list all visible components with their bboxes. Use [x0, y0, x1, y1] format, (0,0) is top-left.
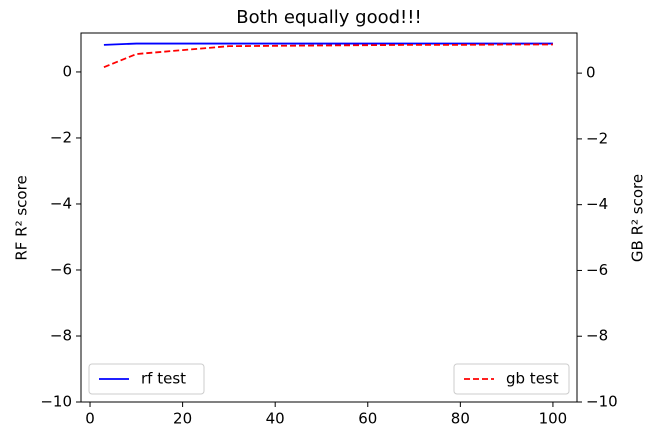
legend-label: rf test	[141, 370, 186, 388]
legend-label: gb test	[506, 370, 559, 388]
y2-tick-label: −2	[586, 129, 608, 147]
line-series	[103, 43, 553, 69]
y2-tick-label: 0	[586, 64, 596, 82]
x-tick-label: 0	[85, 410, 95, 428]
y2-axis-label: GB R² score	[629, 174, 647, 262]
axes-frame	[80, 32, 578, 403]
x-tick-label: 80	[451, 410, 470, 428]
y2-tick-label: −4	[586, 195, 608, 213]
y-tick-label: −8	[50, 326, 72, 344]
y2-tick-label: −10	[586, 393, 618, 411]
x-tick-label: 40	[266, 410, 285, 428]
x-tick-label: 20	[173, 410, 192, 428]
y-tick-label: 0	[62, 62, 72, 80]
legend-box	[453, 363, 570, 395]
legend-box	[88, 363, 205, 395]
y-axis-label: RF R² score	[13, 175, 31, 260]
legend: gb test	[453, 363, 570, 395]
y-tick-label: −4	[50, 194, 72, 212]
x-tick-label: 100	[539, 410, 568, 428]
y-tick-label: −6	[50, 260, 72, 278]
x-tick-label: 60	[358, 410, 377, 428]
y-tick-label: −10	[40, 393, 72, 411]
chart-title: Both equally good!!!	[236, 7, 421, 28]
y2-tick-label: −6	[586, 261, 608, 279]
legend: rf test	[88, 363, 205, 395]
y-tick-label: −2	[50, 128, 72, 146]
line-series	[103, 42, 553, 46]
y2-tick-label: −8	[586, 327, 608, 345]
